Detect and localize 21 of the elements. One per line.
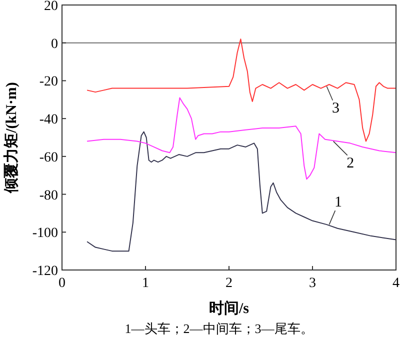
x-tick-label: 3 (309, 276, 316, 291)
x-axis-title: 时间/s (208, 300, 250, 317)
line-series (86, 38, 396, 142)
x-tick-label: 2 (226, 276, 232, 291)
annotation: 1 (334, 194, 342, 211)
y-tick-label: -80 (39, 188, 58, 204)
y-tick-label: -120 (32, 264, 58, 279)
y-tick-label: -100 (32, 226, 58, 242)
y-axis-title: 倾覆力矩/(kN·m) (3, 82, 20, 194)
x-tick-label: 4 (392, 276, 400, 291)
y-tick-label: -40 (39, 112, 58, 128)
line-series (86, 97, 396, 180)
y-tick-label: -60 (39, 150, 58, 166)
y-tick-label: -20 (39, 74, 58, 90)
y-tick-label: 0 (51, 36, 58, 52)
text: 1—头车；2—中间车；3—尾车。 (124, 321, 314, 336)
annotation: 3 (332, 100, 340, 116)
y-tick-label: 20 (44, 0, 58, 14)
annotation: 2 (346, 155, 354, 172)
line-series (86, 131, 396, 252)
x-tick-label: 1 (142, 276, 149, 291)
